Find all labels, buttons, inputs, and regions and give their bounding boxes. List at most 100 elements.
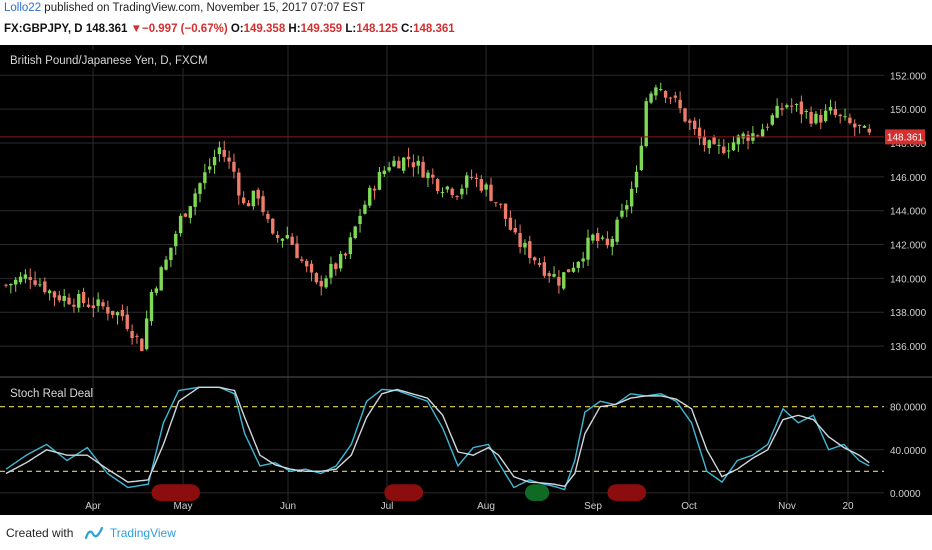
candle-body xyxy=(722,146,726,154)
candle-body xyxy=(809,111,813,124)
price-tick-label: 138.000 xyxy=(890,308,927,319)
candle-body xyxy=(736,135,741,145)
candle xyxy=(314,272,319,285)
time-tick-label: Nov xyxy=(778,501,796,512)
low-value: 148.125 xyxy=(356,23,398,35)
price-tick-label: 144.000 xyxy=(890,207,927,218)
candle-body xyxy=(673,95,677,98)
candle xyxy=(275,231,280,243)
candle xyxy=(135,333,139,344)
time-axis[interactable]: Apr May Jun Jul Aug Sep Oct Nov 20 xyxy=(85,501,854,512)
candle xyxy=(57,290,62,303)
candle-body xyxy=(67,297,71,305)
candle-body xyxy=(707,140,711,149)
candle xyxy=(780,102,784,116)
candle-body xyxy=(440,192,445,194)
tradingview-logo-icon[interactable] xyxy=(84,526,103,543)
candle xyxy=(246,200,251,207)
candle-body xyxy=(765,126,770,128)
candle xyxy=(799,95,804,124)
candle-body xyxy=(329,263,333,278)
candle-body xyxy=(154,288,159,293)
candle-body xyxy=(368,187,372,206)
candle-body xyxy=(4,284,8,286)
candle-body xyxy=(183,213,188,217)
candle xyxy=(722,139,726,155)
candle xyxy=(72,298,76,313)
signal-zone xyxy=(607,484,647,501)
candle-body xyxy=(208,166,212,170)
candle-body xyxy=(261,196,265,212)
candle xyxy=(62,288,66,308)
down-arrow-icon: ▼ xyxy=(130,23,142,35)
price-axis[interactable]: 136.000 138.000 140.000 142.000 144.000 146.0… xyxy=(890,71,927,353)
candle xyxy=(174,230,178,255)
candle xyxy=(358,208,362,233)
candle xyxy=(212,149,217,174)
candle xyxy=(397,156,401,169)
candle xyxy=(479,175,483,193)
candle xyxy=(678,91,682,114)
candle-body xyxy=(455,196,459,198)
candle-body xyxy=(557,276,561,286)
candle-body xyxy=(324,278,328,288)
candle xyxy=(183,212,188,218)
candle xyxy=(503,203,508,227)
candle-body xyxy=(178,215,183,234)
time-tick-label: Jun xyxy=(280,501,296,512)
candle xyxy=(455,195,459,201)
price-tick-label: 146.000 xyxy=(890,173,927,184)
time-tick-label: Jul xyxy=(381,501,394,512)
last-price: 148.361 xyxy=(85,23,128,35)
candle-body xyxy=(503,203,508,219)
candle xyxy=(280,238,285,248)
candle-body xyxy=(431,174,435,178)
candle xyxy=(828,99,833,115)
main-pane-title: British Pound/Japanese Yen, D, FXCM xyxy=(10,55,208,67)
candle xyxy=(130,324,134,345)
candle-body xyxy=(702,136,707,146)
candle-body xyxy=(659,89,663,91)
candle-body xyxy=(237,172,241,196)
candle-body xyxy=(615,219,619,242)
candle xyxy=(33,271,37,287)
candle-body xyxy=(33,280,37,285)
candle-body xyxy=(115,312,120,316)
candle xyxy=(416,155,420,175)
candle-body xyxy=(838,114,842,117)
candle xyxy=(528,235,532,264)
chart-canvas[interactable]: British Pound/Japanese Yen, D, FXCM 136.… xyxy=(0,45,932,515)
candle xyxy=(86,297,91,309)
candle-body xyxy=(387,167,391,171)
candle-body xyxy=(799,101,804,115)
candle xyxy=(266,210,270,224)
candle xyxy=(576,260,580,273)
candle xyxy=(111,310,115,319)
candle xyxy=(867,124,871,136)
candle-body xyxy=(164,259,168,270)
candle-body xyxy=(47,290,52,294)
author-link[interactable]: Lollo22 xyxy=(4,2,42,14)
candle-body xyxy=(537,262,542,265)
candle-body xyxy=(372,188,377,191)
candle xyxy=(465,172,469,195)
candle xyxy=(372,185,377,200)
candle xyxy=(562,272,566,291)
candle xyxy=(144,310,149,351)
candle-body xyxy=(57,295,62,301)
candle-body xyxy=(426,172,430,179)
price-tick-label: 142.000 xyxy=(890,241,927,252)
candle-body xyxy=(644,101,648,147)
candle-body xyxy=(52,291,57,298)
tradingview-brand[interactable]: TradingView xyxy=(109,526,176,540)
indicator-axis[interactable]: 0.0000 40.0000 80.0000 xyxy=(890,403,927,500)
candle xyxy=(552,266,556,278)
candle-body xyxy=(814,113,818,124)
candle xyxy=(445,185,450,193)
candle xyxy=(862,124,867,128)
candle-body xyxy=(663,91,668,98)
candle-body xyxy=(217,147,222,155)
open-label: O: xyxy=(230,23,244,35)
candle-body xyxy=(14,279,18,285)
candle-body xyxy=(819,114,823,123)
